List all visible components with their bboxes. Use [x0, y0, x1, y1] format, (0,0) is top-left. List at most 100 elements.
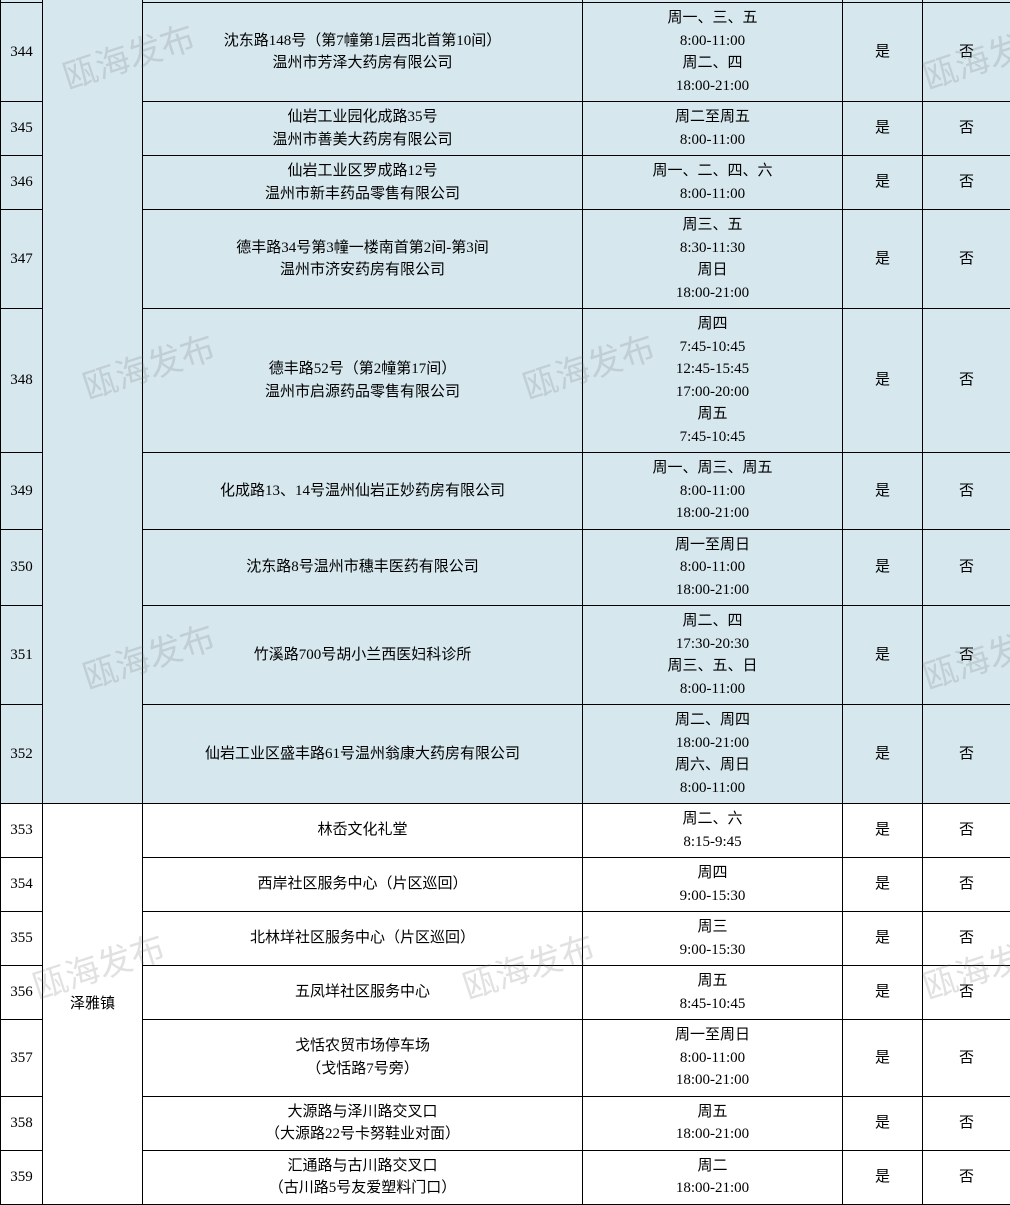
cell-time: 周一、周三、周五8:00-11:0018:00-21:00 — [583, 453, 843, 530]
cell-yes: 是 — [843, 309, 923, 453]
table-row: 357 戈恬农贸市场停车场（戈恬路7号旁）周一至周日8:00-11:0018:00… — [1, 1020, 1010, 1097]
cell-num: 353 — [1, 804, 43, 858]
cell-no: 否 — [923, 966, 1010, 1020]
table-row: 353泽雅镇林岙文化礼堂周二、六8:15-9:45是否 — [1, 804, 1010, 858]
cell-address: 戈恬农贸市场停车场（戈恬路7号旁） — [143, 1020, 583, 1097]
cell-time: 周二、四17:30-20:30周三、五、日8:00-11:00 — [583, 606, 843, 705]
cell-yes: 是 — [843, 606, 923, 705]
cell-yes: 是 — [843, 705, 923, 804]
cell-num: 344 — [1, 3, 43, 102]
cell-no: 否 — [923, 210, 1010, 309]
cell-num: 345 — [1, 102, 43, 156]
table-row: 348 德丰路52号（第2幢第17间）温州市启源药品零售有限公司周四7:45-10… — [1, 309, 1010, 453]
table-body: 344沈东路148号（第7幢第1层西北首第10间）温州市芳泽大药房有限公司周一、… — [1, 0, 1010, 1204]
cell-no: 否 — [923, 453, 1010, 530]
cell-yes: 是 — [843, 1096, 923, 1150]
page: 瓯海发布瓯海发布瓯海发布瓯海发布瓯海发布瓯海发布瓯海发布瓯海发布瓯海发布 344… — [0, 0, 1010, 1205]
table-row: 356 五凤垟社区服务中心周五8:45-10:45是否 — [1, 966, 1010, 1020]
cell-address: 竹溪路700号胡小兰西医妇科诊所 — [143, 606, 583, 705]
cell-no: 否 — [923, 705, 1010, 804]
cell-yes: 是 — [843, 3, 923, 102]
cell-time: 周二、周四18:00-21:00周六、周日8:00-11:00 — [583, 705, 843, 804]
table-row: 351 竹溪路700号胡小兰西医妇科诊所周二、四17:30-20:30周三、五、日… — [1, 606, 1010, 705]
cell-yes: 是 — [843, 1150, 923, 1204]
cell-time: 周五18:00-21:00 — [583, 1096, 843, 1150]
cell-num: 347 — [1, 210, 43, 309]
cell-no: 否 — [923, 1020, 1010, 1097]
cell-yes: 是 — [843, 966, 923, 1020]
cell-time: 周三9:00-15:30 — [583, 912, 843, 966]
cell-no: 否 — [923, 804, 1010, 858]
cell-yes: 是 — [843, 453, 923, 530]
cell-address: 五凤垟社区服务中心 — [143, 966, 583, 1020]
cell-address: 沈东路8号温州市穗丰医药有限公司 — [143, 529, 583, 606]
data-table: 344沈东路148号（第7幢第1层西北首第10间）温州市芳泽大药房有限公司周一、… — [0, 0, 1010, 1205]
cell-time: 周三、五8:30-11:30周日18:00-21:00 — [583, 210, 843, 309]
table-row: 347 德丰路34号第3幢一楼南首第2间-第3间温州市济安药房有限公司周三、五8:… — [1, 210, 1010, 309]
cell-time: 周一至周日8:00-11:0018:00-21:00 — [583, 529, 843, 606]
cell-time: 周一、二、四、六8:00-11:00 — [583, 156, 843, 210]
table-row: 359 汇通路与古川路交叉口（古川路5号友爱塑料门口）周二18:00-21:00是… — [1, 1150, 1010, 1204]
cell-num: 346 — [1, 156, 43, 210]
cell-num: 358 — [1, 1096, 43, 1150]
cell-area: 泽雅镇 — [43, 804, 143, 1205]
cell-num: 357 — [1, 1020, 43, 1097]
cell-time: 周四9:00-15:30 — [583, 858, 843, 912]
table-row: 349 化成路13、14号温州仙岩正妙药房有限公司周一、周三、周五8:00-11:… — [1, 453, 1010, 530]
cell-yes: 是 — [843, 529, 923, 606]
cell-yes: 是 — [843, 102, 923, 156]
cell-num: 348 — [1, 309, 43, 453]
cell-area — [43, 0, 143, 804]
cell-no: 否 — [923, 102, 1010, 156]
table-row: 358 大源路与泽川路交叉口（大源路22号卡努鞋业对面）周五18:00-21:00… — [1, 1096, 1010, 1150]
cell-num: 352 — [1, 705, 43, 804]
cell-num: 350 — [1, 529, 43, 606]
cell-num: 359 — [1, 1150, 43, 1204]
table-row: 352 仙岩工业区盛丰路61号温州翁康大药房有限公司周二、周四18:00-21:0… — [1, 705, 1010, 804]
cell-address: 西岸社区服务中心（片区巡回） — [143, 858, 583, 912]
table-row: 345 仙岩工业园化成路35号温州市善美大药房有限公司周二至周五8:00-11:0… — [1, 102, 1010, 156]
table-row: 355 北林垟社区服务中心（片区巡回）周三9:00-15:30是否 — [1, 912, 1010, 966]
cell-yes: 是 — [843, 804, 923, 858]
cell-time: 周二、六8:15-9:45 — [583, 804, 843, 858]
cell-address: 大源路与泽川路交叉口（大源路22号卡努鞋业对面） — [143, 1096, 583, 1150]
table-row: 350 沈东路8号温州市穗丰医药有限公司周一至周日8:00-11:0018:00-… — [1, 529, 1010, 606]
cell-address: 化成路13、14号温州仙岩正妙药房有限公司 — [143, 453, 583, 530]
cell-yes: 是 — [843, 210, 923, 309]
cell-no: 否 — [923, 156, 1010, 210]
cell-num: 356 — [1, 966, 43, 1020]
cell-num: 354 — [1, 858, 43, 912]
cell-no: 否 — [923, 1096, 1010, 1150]
cell-no: 否 — [923, 529, 1010, 606]
cell-address: 沈东路148号（第7幢第1层西北首第10间）温州市芳泽大药房有限公司 — [143, 3, 583, 102]
table-row: 344 沈东路148号（第7幢第1层西北首第10间）温州市芳泽大药房有限公司周一、… — [1, 3, 1010, 102]
cell-num: 355 — [1, 912, 43, 966]
cell-no: 否 — [923, 309, 1010, 453]
cell-no: 否 — [923, 606, 1010, 705]
cell-time: 周四7:45-10:4512:45-15:4517:00-20:00周五7:45… — [583, 309, 843, 453]
cell-address: 仙岩工业区罗成路12号温州市新丰药品零售有限公司 — [143, 156, 583, 210]
cell-address: 汇通路与古川路交叉口（古川路5号友爱塑料门口） — [143, 1150, 583, 1204]
cell-yes: 是 — [843, 858, 923, 912]
table-row: 346 仙岩工业区罗成路12号温州市新丰药品零售有限公司周一、二、四、六8:00-… — [1, 156, 1010, 210]
cell-time: 周五8:45-10:45 — [583, 966, 843, 1020]
cell-time: 周一至周日8:00-11:0018:00-21:00 — [583, 1020, 843, 1097]
cell-address: 德丰路52号（第2幢第17间）温州市启源药品零售有限公司 — [143, 309, 583, 453]
cell-num: 349 — [1, 453, 43, 530]
cell-address: 德丰路34号第3幢一楼南首第2间-第3间温州市济安药房有限公司 — [143, 210, 583, 309]
cell-no: 否 — [923, 3, 1010, 102]
cell-no: 否 — [923, 858, 1010, 912]
cell-address: 仙岩工业园化成路35号温州市善美大药房有限公司 — [143, 102, 583, 156]
cell-address: 仙岩工业区盛丰路61号温州翁康大药房有限公司 — [143, 705, 583, 804]
cell-yes: 是 — [843, 156, 923, 210]
cell-no: 否 — [923, 1150, 1010, 1204]
cell-no: 否 — [923, 912, 1010, 966]
cell-yes: 是 — [843, 912, 923, 966]
cell-yes: 是 — [843, 1020, 923, 1097]
cell-num: 351 — [1, 606, 43, 705]
cell-time: 周二至周五8:00-11:00 — [583, 102, 843, 156]
cell-time: 周一、三、五8:00-11:00周二、四18:00-21:00 — [583, 3, 843, 102]
cell-time: 周二18:00-21:00 — [583, 1150, 843, 1204]
table-row: 354 西岸社区服务中心（片区巡回）周四9:00-15:30是否 — [1, 858, 1010, 912]
cell-address: 北林垟社区服务中心（片区巡回） — [143, 912, 583, 966]
